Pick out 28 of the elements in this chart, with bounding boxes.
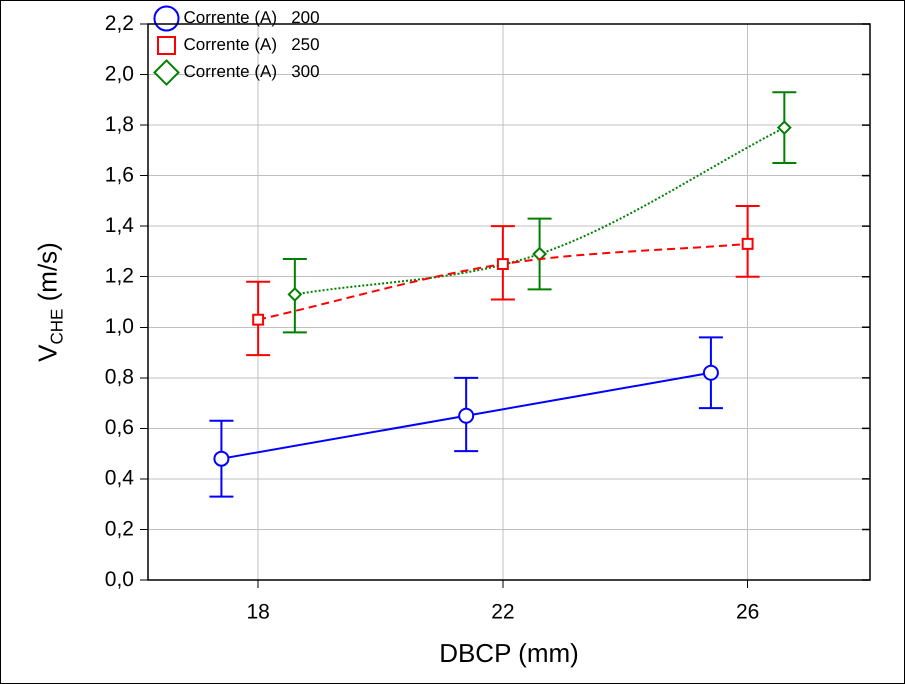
y-tick-label: 1,6 bbox=[104, 163, 134, 186]
y-tick-label: 0,6 bbox=[104, 416, 134, 440]
point bbox=[777, 120, 792, 135]
legend-label: Corrente (A) 200 bbox=[184, 8, 320, 28]
x-tick-label: 22 bbox=[491, 600, 515, 624]
point bbox=[288, 287, 302, 302]
point bbox=[742, 238, 754, 250]
point bbox=[458, 408, 474, 424]
point bbox=[213, 450, 230, 467]
point bbox=[532, 246, 547, 261]
point bbox=[252, 314, 264, 326]
y-tick-label: 2,2 bbox=[104, 12, 134, 35]
y-tick-label: 0,0 bbox=[104, 568, 134, 591]
x-tick-label: 18 bbox=[246, 600, 270, 624]
legend-label: Corrente (A) 300 bbox=[184, 62, 320, 82]
x-axis-title: DBCP (mm) bbox=[438, 638, 580, 669]
point bbox=[496, 258, 509, 270]
y-tick-label: 2,0 bbox=[104, 62, 134, 86]
y-tick-label: 0,2 bbox=[104, 517, 134, 540]
y-tick-label: 1,8 bbox=[104, 112, 134, 136]
x-tick-label: 26 bbox=[736, 600, 760, 624]
point bbox=[702, 364, 719, 381]
legend-label: Corrente (A) 250 bbox=[184, 35, 320, 54]
y-tick-label: 0,8 bbox=[104, 366, 134, 389]
y-tick-label: 0,4 bbox=[104, 466, 134, 490]
y-tick-label: 1,2 bbox=[104, 264, 134, 288]
y-tick-label: 1,0 bbox=[104, 315, 134, 338]
y-tick-label: 1,4 bbox=[104, 214, 134, 237]
